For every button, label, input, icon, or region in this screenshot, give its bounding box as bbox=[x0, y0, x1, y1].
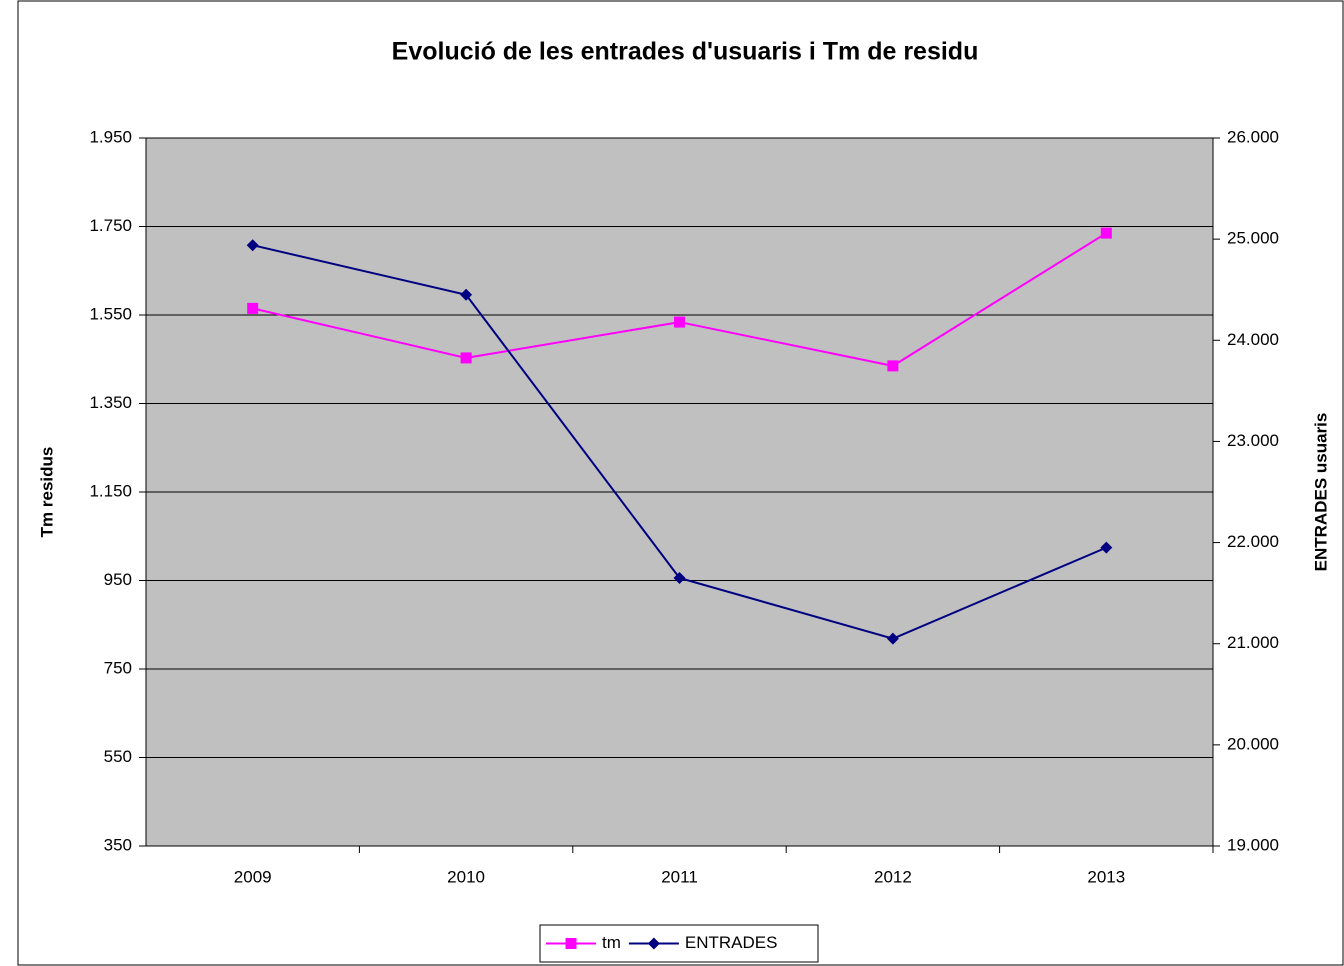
legend-label: tm bbox=[602, 933, 621, 952]
y2-tick-label: 24.000 bbox=[1227, 330, 1279, 349]
point bbox=[460, 288, 473, 301]
point bbox=[1100, 541, 1113, 554]
y-tick-label: 1.150 bbox=[89, 481, 132, 500]
point bbox=[673, 571, 686, 584]
point bbox=[886, 632, 899, 645]
y2-tick-label: 26.000 bbox=[1227, 127, 1279, 146]
point bbox=[246, 239, 259, 252]
y2-tick-label: 20.000 bbox=[1227, 734, 1279, 753]
y-tick-label: 550 bbox=[104, 747, 132, 766]
y2-tick-label: 22.000 bbox=[1227, 532, 1279, 551]
x-tick-label: 2009 bbox=[234, 867, 272, 886]
x-tick-label: 2011 bbox=[661, 867, 698, 886]
point bbox=[887, 360, 899, 372]
legend-marker bbox=[647, 937, 660, 950]
x-tick-label: 2013 bbox=[1087, 867, 1125, 886]
y2-axis-label: ENTRADES usuaris bbox=[1311, 413, 1330, 572]
y-tick-label: 950 bbox=[104, 570, 132, 589]
y2-tick-label: 19.000 bbox=[1227, 835, 1279, 854]
point bbox=[460, 352, 472, 364]
y2-tick-label: 23.000 bbox=[1227, 431, 1279, 450]
y-tick-label: 1.550 bbox=[89, 304, 132, 323]
y2-tick-label: 25.000 bbox=[1227, 229, 1279, 248]
x-tick-label: 2012 bbox=[874, 867, 912, 886]
y-axis-label: Tm residus bbox=[37, 447, 56, 538]
legend-marker bbox=[565, 938, 577, 949]
legend-label: ENTRADES bbox=[685, 933, 778, 952]
point bbox=[247, 302, 259, 314]
point bbox=[1100, 227, 1112, 239]
x-tick-label: 2010 bbox=[447, 867, 485, 886]
y-tick-label: 1.950 bbox=[89, 127, 132, 146]
y-tick-label: 350 bbox=[104, 835, 132, 854]
y-tick-label: 1.750 bbox=[89, 216, 132, 235]
y2-tick-label: 21.000 bbox=[1227, 633, 1279, 652]
chart-title: Evolució de les entrades d'usuaris i Tm … bbox=[392, 38, 979, 66]
y-tick-label: 750 bbox=[104, 658, 132, 677]
y-tick-label: 1.350 bbox=[89, 393, 132, 412]
point bbox=[674, 316, 685, 328]
